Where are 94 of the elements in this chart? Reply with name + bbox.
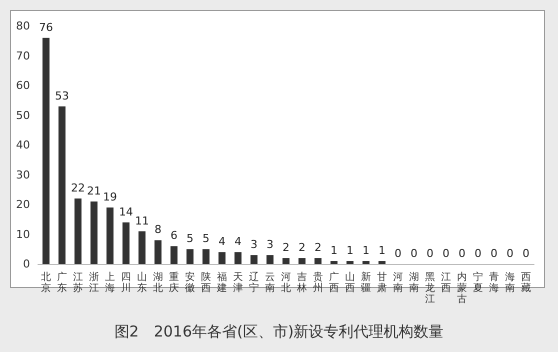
- bar: [378, 261, 386, 264]
- x-tick-label: 天津: [233, 272, 243, 294]
- x-tick-label: 新疆: [361, 271, 371, 294]
- x-tick-label: 内蒙古: [457, 271, 467, 305]
- data-label: 5: [186, 232, 194, 246]
- data-label: 0: [410, 247, 418, 260]
- y-tick-label: 20: [16, 198, 30, 211]
- x-tick-label: 湖南: [409, 271, 419, 294]
- bar: [330, 261, 338, 264]
- text: 图2 2016年各省(区、市)新设专利代理机构数量: [114, 322, 444, 340]
- data-label: 2: [282, 241, 290, 254]
- bar: [170, 246, 178, 264]
- x-tick-label: 黑龙江: [425, 272, 435, 305]
- x-tick-label: 宁夏: [473, 271, 483, 294]
- bar: [122, 222, 130, 264]
- x-tick-label: 福建: [216, 271, 227, 294]
- bar: [282, 258, 290, 264]
- bar: [298, 258, 306, 264]
- data-label: 6: [170, 229, 178, 242]
- data-label: 11: [135, 214, 149, 228]
- data-label: 4: [234, 235, 242, 248]
- data-label: 1: [362, 244, 370, 258]
- x-tick-label: 山西: [345, 271, 355, 294]
- data-label: 21: [87, 184, 101, 198]
- x-tick-label: 贵州: [313, 271, 323, 294]
- bar: [154, 240, 162, 264]
- data-label: 53: [55, 89, 69, 102]
- x-tick-label: 重庆: [169, 271, 179, 294]
- data-label: 0: [426, 247, 434, 260]
- x-tick-label: 北京: [41, 271, 51, 294]
- x-tick-label: 江苏: [73, 271, 83, 294]
- y-tick-label: 70: [16, 49, 30, 62]
- bar: [266, 255, 274, 264]
- x-tick-label: 安徽: [185, 271, 195, 294]
- x-tick-label: 甘肃: [377, 271, 387, 294]
- x-tick-label: 河南: [393, 271, 403, 294]
- bar: [58, 106, 66, 264]
- y-tick-label: 40: [16, 138, 30, 152]
- data-label: 5: [202, 232, 210, 246]
- data-label: 19: [103, 190, 117, 204]
- y-tick-label: 10: [16, 228, 30, 241]
- data-label: 14: [119, 205, 133, 218]
- data-label: 0: [506, 247, 514, 260]
- bar: [218, 252, 226, 264]
- data-label: 0: [394, 247, 402, 260]
- data-label: 2: [314, 241, 322, 254]
- x-tick-label: 四川: [121, 272, 131, 294]
- bar: [314, 258, 322, 264]
- x-tick-label: 西藏: [521, 272, 531, 294]
- data-label: 0: [458, 247, 466, 260]
- bar: [74, 198, 82, 264]
- data-label: 1: [378, 244, 386, 258]
- x-tick-label: 江西: [441, 271, 451, 294]
- data-label: 1: [346, 244, 354, 258]
- x-tick-label: 广东: [57, 271, 67, 294]
- bar: [186, 249, 194, 264]
- y-tick-label: 0: [23, 258, 30, 270]
- x-tick-label: 广西: [329, 271, 339, 294]
- bar: [250, 255, 258, 264]
- bar: [106, 207, 114, 264]
- bar: [362, 261, 370, 264]
- y-tick-label: 50: [16, 108, 30, 122]
- data-label: 8: [154, 223, 162, 236]
- x-tick-label: 海南: [505, 271, 515, 294]
- x-tick-label: 浙江: [89, 271, 99, 294]
- data-label: 0: [522, 247, 530, 260]
- data-label: 2: [298, 241, 306, 254]
- data-label: 3: [250, 238, 258, 252]
- data-label: 0: [490, 247, 498, 260]
- y-tick-label: 60: [16, 79, 30, 92]
- data-label: 3: [266, 238, 274, 252]
- bar: [202, 249, 210, 264]
- x-tick-label: 湖北: [153, 271, 163, 294]
- bar: [90, 202, 98, 264]
- data-label: 0: [442, 247, 450, 260]
- x-tick-label: 陕西: [201, 271, 211, 294]
- x-tick-label: 青海: [489, 271, 499, 294]
- data-label: 22: [71, 182, 85, 195]
- data-label: 4: [218, 235, 226, 248]
- x-tick-label: 河北: [281, 271, 291, 294]
- data-label: 1: [330, 244, 338, 258]
- data-label: 76: [39, 20, 53, 34]
- bar: [138, 231, 146, 264]
- data-label: 0: [474, 247, 482, 260]
- bar: [234, 252, 242, 264]
- x-tick-label: 云南: [265, 272, 275, 294]
- y-tick-label: 80: [16, 20, 30, 32]
- x-tick-label: 上海: [105, 271, 115, 294]
- bar: [42, 38, 50, 264]
- x-tick-label: 吉林: [296, 271, 307, 294]
- bar: [346, 261, 354, 264]
- x-tick-label: 山东: [137, 271, 147, 294]
- x-tick-label: 辽宁: [249, 271, 259, 294]
- y-tick-label: 30: [16, 168, 30, 182]
